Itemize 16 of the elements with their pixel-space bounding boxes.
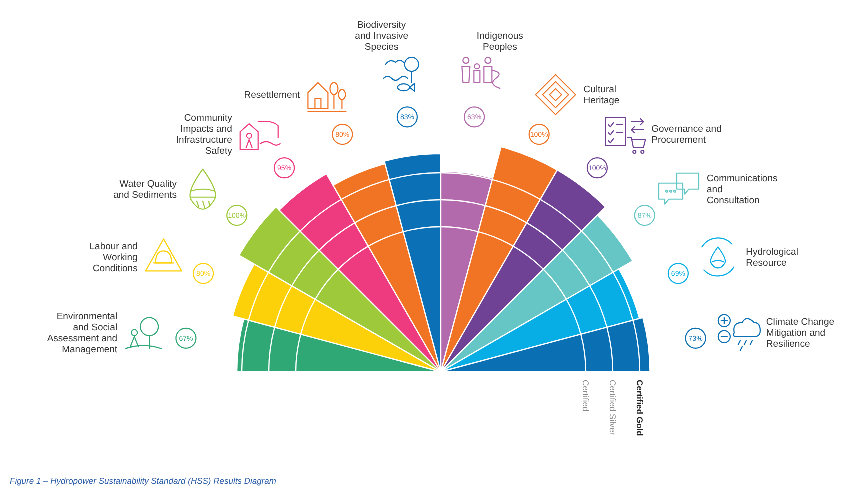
category-label: Hydrological Resource bbox=[746, 247, 798, 270]
category-label: Indigenous Peoples bbox=[476, 30, 524, 53]
category-label: Water Quality and Sediments bbox=[114, 179, 178, 202]
category-label: Resettlement bbox=[244, 90, 301, 102]
category-label: Climate Change Mitigation and Resilience bbox=[766, 317, 835, 350]
text: Certified bbox=[581, 380, 592, 412]
caption: Figure 1 – Hydropower Sustainability Standard (HSS) Results Diagram bbox=[10, 476, 276, 486]
category-label: Labour and Working Conditions bbox=[90, 242, 138, 275]
category-label: Biodiversity and Invasive Species bbox=[355, 20, 409, 53]
category-label: Cultural Heritage bbox=[584, 84, 620, 107]
category-label: Governance and Procurement bbox=[652, 124, 722, 146]
category-label: Community Impacts and Infrastructure Safety bbox=[176, 112, 233, 157]
category-label: Communications and Consultation bbox=[707, 174, 778, 207]
category-label: Environmental and Social Assessment and Management bbox=[47, 312, 118, 356]
text: Certified Silver bbox=[608, 380, 618, 436]
text: Certified Gold bbox=[635, 380, 646, 436]
